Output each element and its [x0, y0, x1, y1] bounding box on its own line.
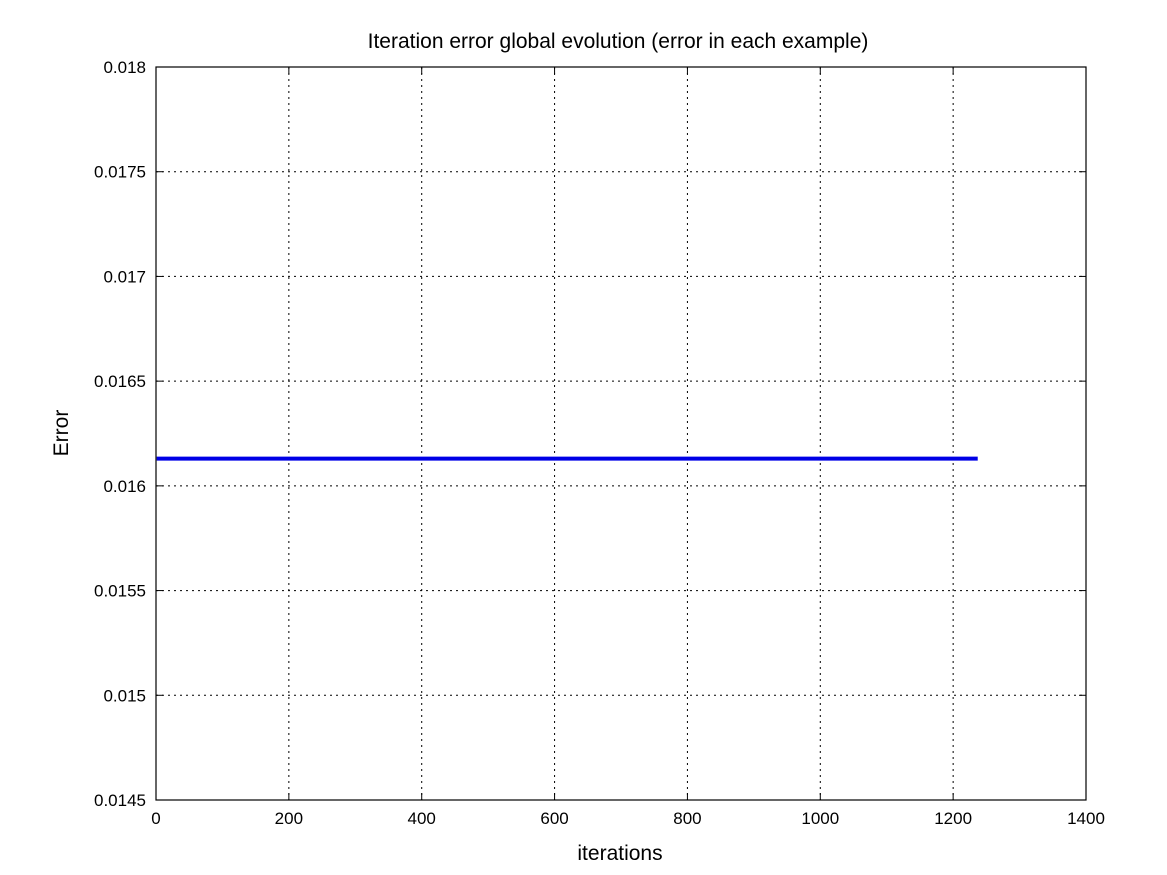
y-tick-label: 0.0145 — [94, 791, 146, 810]
x-tick-label: 1400 — [1067, 809, 1105, 828]
y-tick-label: 0.017 — [103, 267, 146, 286]
x-tick-label: 0 — [151, 809, 160, 828]
y-tick-label: 0.015 — [103, 686, 146, 705]
x-tick-label: 800 — [673, 809, 701, 828]
grid — [156, 67, 1086, 800]
x-tick-label: 1200 — [934, 809, 972, 828]
x-tick-label: 600 — [540, 809, 568, 828]
chart-title: Iteration error global evolution (error … — [368, 30, 869, 53]
y-tick-label: 0.0165 — [94, 372, 146, 391]
y-axis-label: Error — [50, 410, 73, 457]
axis-ticks — [155, 66, 1087, 801]
y-tick-label: 0.016 — [103, 477, 146, 496]
x-axis-label: iterations — [577, 842, 662, 865]
x-axis-tick-labels: 0 200 400 600 800 1000 1200 1400 — [151, 809, 1105, 828]
y-tick-label: 0.0155 — [94, 582, 146, 601]
y-axis-tick-labels: 0.0145 0.015 0.0155 0.016 0.0165 0.017 0.0175 0… — [94, 58, 146, 810]
x-tick-label: 400 — [408, 809, 436, 828]
x-tick-label: 1000 — [801, 809, 839, 828]
y-tick-label: 0.0175 — [94, 163, 146, 182]
plot-frame — [155, 66, 1087, 801]
x-tick-label: 200 — [275, 809, 303, 828]
y-tick-label: 0.018 — [103, 58, 146, 77]
